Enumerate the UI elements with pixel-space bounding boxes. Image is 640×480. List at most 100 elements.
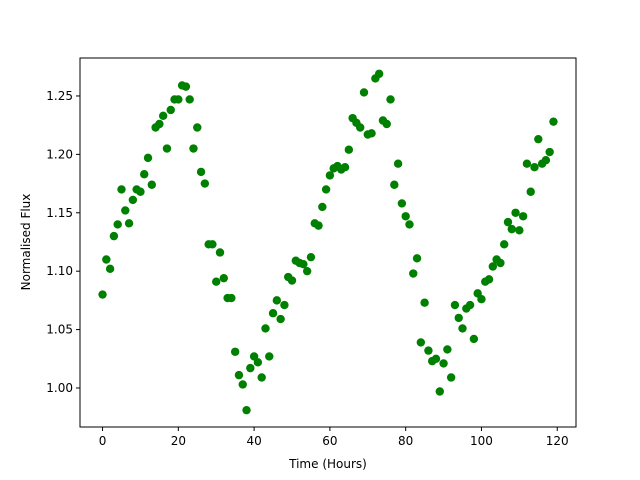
data-point (526, 187, 535, 196)
data-point (212, 277, 221, 286)
data-point (424, 346, 433, 355)
y-tick-label: 1.20 (46, 147, 73, 161)
data-point (367, 129, 376, 138)
x-tick-label: 40 (246, 434, 261, 448)
x-tick-label: 100 (470, 434, 493, 448)
data-point (511, 208, 520, 217)
data-point (344, 145, 354, 154)
data-point (518, 212, 528, 221)
data-point (98, 290, 107, 299)
x-axis-label: Time (Hours) (288, 457, 367, 471)
data-point (420, 298, 429, 307)
data-point (242, 405, 251, 415)
data-point (105, 264, 115, 274)
data-point (238, 380, 247, 389)
data-point (409, 269, 418, 278)
data-point (446, 373, 456, 382)
data-point (158, 111, 168, 121)
data-point (530, 163, 539, 172)
data-point (272, 296, 282, 305)
data-point (196, 167, 206, 177)
x-tick-label: 120 (546, 434, 569, 448)
data-point (215, 248, 225, 257)
data-point (545, 147, 554, 157)
data-point (287, 276, 297, 285)
data-point (405, 220, 414, 229)
data-point (208, 240, 217, 249)
data-point (435, 387, 444, 396)
data-point (458, 324, 467, 333)
data-point (234, 370, 244, 380)
data-point (439, 359, 448, 368)
data-point (522, 159, 532, 168)
y-tick-label: 1.10 (46, 264, 73, 278)
data-point (318, 202, 327, 212)
data-point (265, 352, 274, 361)
data-point (499, 240, 509, 249)
y-tick-label: 1.00 (46, 381, 73, 395)
data-point (503, 217, 513, 227)
data-point (166, 105, 175, 115)
data-point (386, 95, 395, 104)
data-point (534, 134, 543, 144)
data-point (181, 82, 191, 91)
data-point (390, 180, 399, 189)
data-point (507, 224, 516, 234)
data-point (450, 300, 460, 310)
data-point (147, 180, 157, 189)
data-point (477, 295, 486, 304)
data-point (325, 171, 335, 180)
data-point (268, 309, 278, 318)
x-tick-label: 80 (398, 434, 413, 448)
data-point (454, 313, 463, 323)
data-point (174, 95, 183, 104)
data-point (488, 262, 498, 271)
data-point (143, 153, 153, 163)
y-tick-label: 1.15 (46, 206, 73, 220)
data-point (230, 347, 240, 356)
data-point (261, 324, 270, 333)
data-point (140, 170, 149, 179)
data-point (469, 334, 479, 344)
data-point (280, 300, 289, 310)
data-point (253, 358, 263, 367)
data-point (109, 231, 119, 241)
data-point (412, 254, 422, 263)
data-point (136, 187, 145, 196)
data-point (219, 273, 228, 283)
x-tick-label: 60 (322, 434, 337, 448)
y-tick-label: 1.05 (46, 323, 73, 337)
plot-frame (79, 57, 577, 428)
data-point (302, 266, 312, 276)
data-point (515, 226, 524, 235)
x-tick-label: 0 (99, 434, 107, 448)
data-point (155, 119, 164, 129)
data-point (246, 363, 255, 373)
data-point (382, 119, 391, 129)
data-point (102, 255, 111, 264)
y-tick-label: 1.25 (46, 89, 73, 103)
x-tick-label: 20 (171, 434, 186, 448)
data-point (117, 185, 126, 194)
data-point (401, 212, 410, 221)
data-point (443, 345, 452, 354)
data-point (484, 275, 494, 284)
data-point (397, 199, 407, 208)
data-point (321, 185, 331, 194)
data-point (431, 354, 441, 363)
data-point (185, 95, 194, 104)
data-point (306, 252, 316, 262)
data-point (465, 300, 475, 310)
data-point (227, 293, 236, 303)
data-point (162, 144, 172, 153)
data-point (541, 156, 551, 165)
data-point (314, 221, 323, 230)
data-point (257, 373, 266, 382)
data-point (416, 338, 426, 347)
data-point (189, 144, 198, 153)
y-axis-label: Normalised Flux (19, 194, 33, 291)
data-point (193, 123, 202, 132)
data-point (200, 179, 210, 188)
data-point (124, 219, 134, 228)
